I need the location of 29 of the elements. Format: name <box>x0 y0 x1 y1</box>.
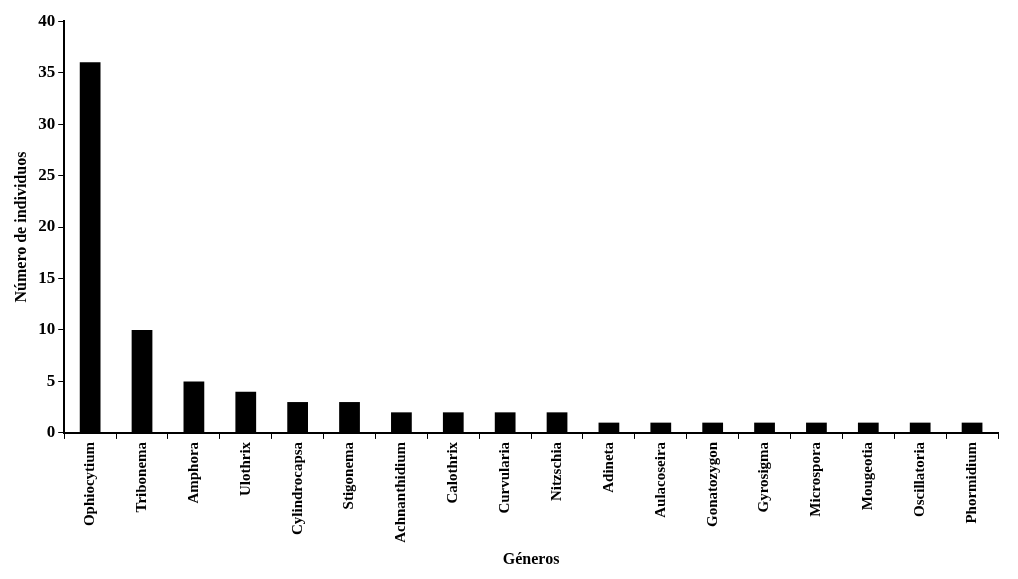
x-tick-label: Ulothrix <box>236 441 253 497</box>
x-axis-title: Géneros <box>502 549 560 567</box>
y-tick-label: 15 <box>38 267 56 287</box>
y-tick-label: 10 <box>38 319 56 339</box>
x-tick-label: Oscillatoria <box>911 441 928 517</box>
x-tick-label: Tribonema <box>132 441 149 513</box>
y-axis-title: Número de individuos <box>11 151 29 303</box>
x-tick-label: Amphora <box>184 441 201 504</box>
x-tick-label: Nitzschia <box>547 441 564 502</box>
x-tick-label: Phormidium <box>962 441 979 524</box>
y-tick-label: 35 <box>38 62 56 82</box>
x-tick-label: Mougeotia <box>859 441 876 511</box>
y-tick-label: 40 <box>38 10 56 30</box>
x-tick-label: Adineta <box>599 441 616 493</box>
y-tick-label: 5 <box>46 370 56 390</box>
x-tick-label: Curvularia <box>496 441 513 514</box>
x-tick-label: Cylindrocapsa <box>288 441 305 536</box>
y-tick-label: 25 <box>38 164 56 184</box>
x-tick-label: Calothrix <box>444 441 461 504</box>
x-tick-label: Gyrosigma <box>755 441 772 513</box>
x-tick-label: Gonatozygon <box>703 441 720 527</box>
x-tick-label: Achnanthidium <box>392 441 409 543</box>
y-tick-label: 30 <box>38 113 56 133</box>
x-tick-label: Microspora <box>807 441 824 517</box>
x-tick-label: Stigonema <box>340 441 357 510</box>
x-tick-label: Ophiocytium <box>81 441 98 527</box>
y-tick-label: 20 <box>38 216 56 236</box>
x-tick-label: Aulacoseira <box>651 441 668 518</box>
y-tick-label: 0 <box>46 422 56 442</box>
